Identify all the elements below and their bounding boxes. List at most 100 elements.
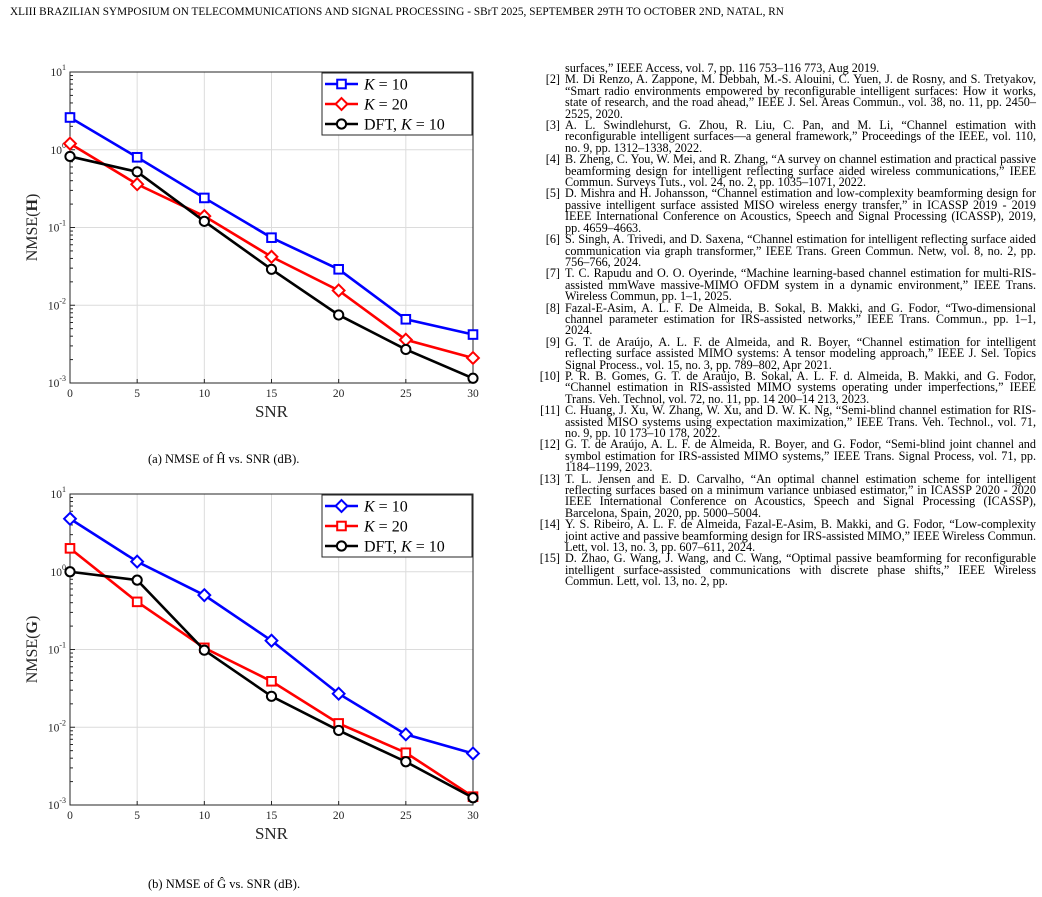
y-tick-label: 101 bbox=[51, 63, 67, 79]
data-point bbox=[64, 112, 76, 123]
reference-text: Y. S. Ribeiro, A. L. F. de Almeida, Faza… bbox=[565, 517, 1036, 555]
reference-text: T. C. Rapudu and O. O. Oyerinde, “Machin… bbox=[565, 266, 1036, 304]
reference-item: [5] D. Mishra and H. Johansson, “Channel … bbox=[538, 186, 1036, 235]
data-point bbox=[198, 644, 210, 656]
reference-text: D. Mishra and H. Johansson, “Channel est… bbox=[565, 186, 1036, 235]
data-point bbox=[64, 566, 76, 578]
legend-label: K = 10 bbox=[363, 499, 408, 516]
reference-item: [11] C. Huang, J. Xu, W. Zhang, W. Xu, an… bbox=[538, 403, 1036, 440]
reference-number: [9] bbox=[545, 334, 560, 349]
x-tick-label: 0 bbox=[67, 388, 73, 400]
reference-text: T. L. Jensen and E. D. Carvalho, “An opt… bbox=[565, 471, 1036, 520]
reference-item: [7] T. C. Rapudu and O. O. Oyerinde, “Mac… bbox=[538, 266, 1036, 304]
data-point bbox=[465, 350, 481, 366]
reference-number: [11] bbox=[540, 403, 560, 418]
data-point bbox=[467, 372, 479, 384]
x-tick-label: 15 bbox=[266, 388, 278, 400]
reference-text: M. Di Renzo, A. Zappone, M. Debbah, M.-S… bbox=[565, 72, 1036, 121]
reference-number: [13] bbox=[539, 471, 560, 486]
reference-item: [13] T. L. Jensen and E. D. Carvalho, “An… bbox=[538, 471, 1036, 520]
data-point bbox=[64, 543, 76, 554]
legend-marker bbox=[334, 498, 349, 514]
reference-text: D. Zhao, G. Wang, J. Wang, and C. Wang, … bbox=[565, 551, 1036, 589]
x-tick-label: 20 bbox=[333, 810, 345, 822]
x-tick-label: 25 bbox=[400, 388, 412, 400]
x-axis-label: SNR bbox=[255, 824, 289, 843]
data-point bbox=[131, 166, 143, 178]
nmse-h-chart: 0 5 10 15 20 25 3010-310-210-1100101SNRNMSE(H)… bbox=[24, 63, 481, 421]
reference-number: [6] bbox=[545, 232, 560, 247]
series bbox=[62, 511, 481, 761]
series bbox=[62, 136, 481, 366]
reference-number: [3] bbox=[545, 118, 560, 133]
data-point bbox=[265, 263, 278, 275]
reference-item: [9] G. T. de Araújo, A. L. F. de Almeida,… bbox=[538, 334, 1036, 372]
legend-marker bbox=[335, 118, 348, 130]
data-point bbox=[131, 151, 143, 163]
nmse-g-chart: 0 5 10 15 20 25 30 10-3 10-2 10-1 100 101 SNR NMSE(G)… bbox=[24, 485, 481, 843]
reference-number: [5] bbox=[545, 186, 560, 201]
reference-number: [7] bbox=[545, 266, 560, 281]
data-point bbox=[64, 150, 76, 163]
reference-text: G. T. de Araújo, A. L. F. de Almeida, an… bbox=[565, 334, 1036, 372]
legend-label: K = 10 bbox=[363, 77, 408, 94]
y-tick-label: 10-3 bbox=[48, 374, 66, 390]
reference-item: [10] P. R. B. Gomes, G. T. de Araújo, B. … bbox=[538, 368, 1036, 406]
reference-item: [4] B. Zheng, C. You, W. Mei, and R. Zhan… bbox=[538, 152, 1036, 190]
y-tick-label: 10-3 bbox=[48, 796, 66, 812]
figure-caption-b: (b) NMSE of Ĝ vs. SNR (dB). bbox=[148, 877, 301, 891]
data-point bbox=[131, 596, 143, 608]
x-tick-label: 10 bbox=[199, 388, 211, 400]
data-point bbox=[467, 792, 479, 804]
data-point bbox=[333, 309, 345, 321]
series bbox=[64, 112, 479, 340]
reference-number: [12] bbox=[539, 437, 560, 452]
x-tick-label: 10 bbox=[199, 810, 211, 822]
reference-text: P. R. B. Gomes, G. T. de Araújo, B. Soka… bbox=[565, 368, 1036, 406]
y-tick-label: 10-1 bbox=[48, 219, 66, 235]
series bbox=[64, 150, 479, 384]
reference-number: [14] bbox=[539, 517, 560, 532]
figure-caption-a: (a) NMSE of Ĥ vs. SNR (dB). bbox=[148, 452, 300, 466]
data-point bbox=[398, 727, 414, 742]
data-point bbox=[198, 215, 210, 227]
reference-item: [8] Fazal-E-Asim, A. L. F. De Almeida, B.… bbox=[538, 300, 1036, 338]
legend: K = 10 K = 20 DFT, K = 10 bbox=[321, 494, 473, 558]
data-point bbox=[129, 176, 145, 192]
reference-item: [15] D. Zhao, G. Wang, J. Wang, and C. Wa… bbox=[538, 551, 1036, 589]
data-point bbox=[333, 263, 344, 275]
data-point bbox=[400, 747, 412, 759]
x-tick-label: 5 bbox=[134, 810, 140, 822]
data-point bbox=[266, 232, 277, 243]
reference-item: [12] G. T. de Araújo, A. L. F. de Almeida… bbox=[538, 437, 1036, 473]
reference-item: [3] A. L. Swindlehurst, G. Zhou, R. Liu, … bbox=[538, 118, 1036, 155]
data-point bbox=[62, 511, 78, 527]
legend: K = 10 K = 20 DFT, K = 10 bbox=[321, 72, 473, 136]
data-point bbox=[465, 746, 481, 761]
reference-text: S. Singh, A. Trivedi, and D. Saxena, “Ch… bbox=[565, 232, 1036, 269]
legend-label: DFT, K = 10 bbox=[364, 117, 445, 134]
legend-marker bbox=[336, 520, 347, 532]
reference-number: [8] bbox=[545, 300, 560, 315]
series bbox=[64, 566, 479, 804]
y-tick-label: 101 bbox=[51, 485, 67, 501]
data-point bbox=[62, 136, 78, 151]
reference-text: A. L. Swindlehurst, G. Zhou, R. Liu, C. … bbox=[565, 118, 1036, 155]
data-point bbox=[131, 574, 143, 586]
x-tick-label: 30 bbox=[467, 388, 479, 400]
legend-marker bbox=[335, 540, 348, 552]
reference-text: Fazal-E-Asim, A. L. F. De Almeida, B. So… bbox=[565, 300, 1036, 338]
reference-text: B. Zheng, C. You, W. Mei, and R. Zhang, … bbox=[565, 152, 1036, 190]
reference-item: [6] S. Singh, A. Trivedi, and D. Saxena, … bbox=[538, 232, 1036, 269]
data-point bbox=[400, 313, 412, 325]
reference-number: [15] bbox=[539, 551, 560, 566]
y-tick-label: 100 bbox=[51, 563, 67, 579]
data-point bbox=[331, 283, 346, 298]
reference-text: C. Huang, J. Xu, W. Zhang, W. Xu, and D.… bbox=[565, 403, 1036, 440]
legend-label: DFT, K = 10 bbox=[364, 539, 445, 556]
data-point bbox=[400, 756, 412, 768]
data-point bbox=[333, 724, 345, 737]
data-point bbox=[129, 554, 145, 569]
y-axis-label: NMSE(G) bbox=[24, 616, 41, 684]
data-point bbox=[266, 675, 277, 687]
